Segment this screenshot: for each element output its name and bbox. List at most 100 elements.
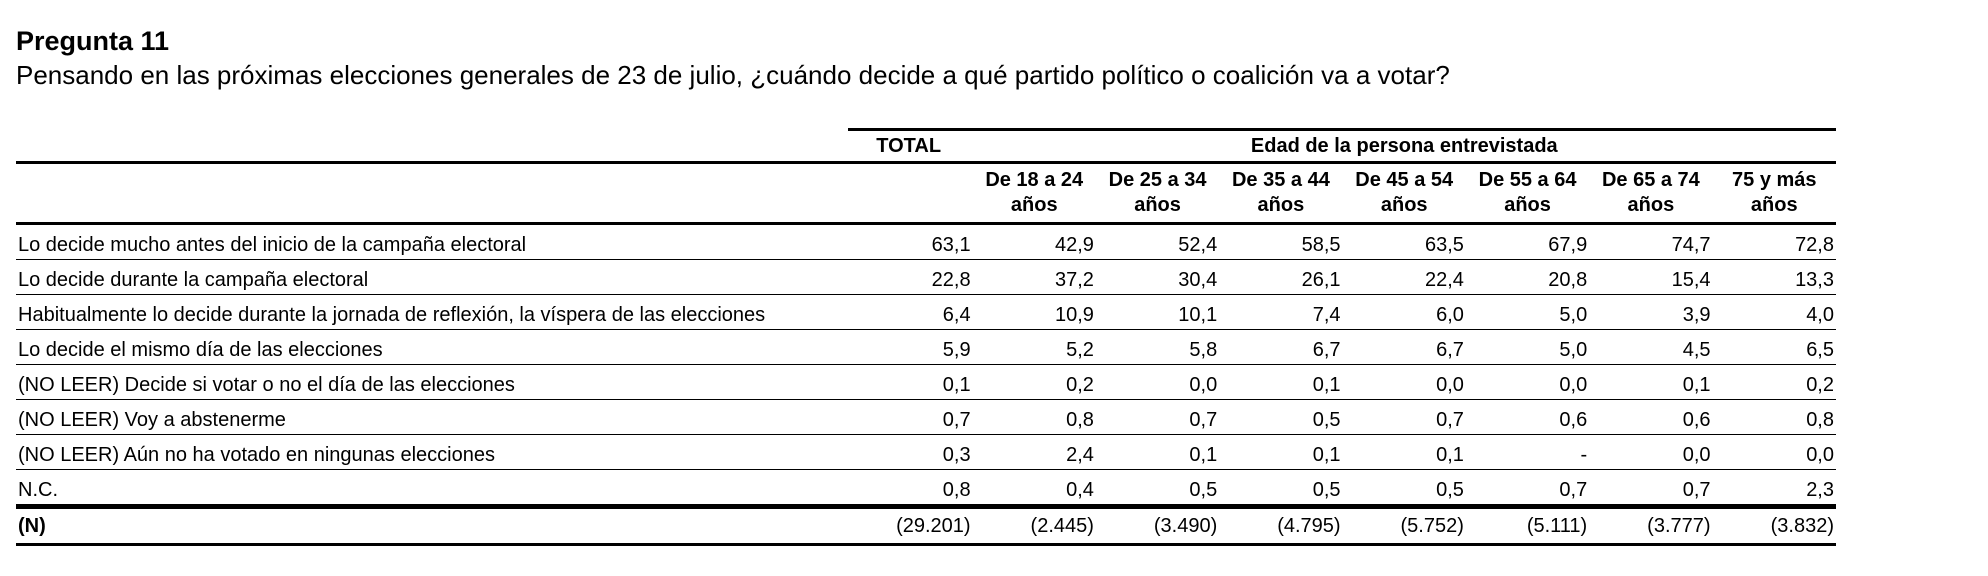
row-label: (NO LEER) Aún no ha votado en ningunas e… xyxy=(16,434,849,470)
table-row: (NO LEER) Decide si votar o no el día de… xyxy=(16,364,1836,400)
age-value-cell: 4,0 xyxy=(1712,294,1836,330)
age-value-cell: 74,7 xyxy=(1589,223,1713,260)
age-value-cell: 0,0 xyxy=(1095,364,1220,400)
question-number: Pregunta 11 xyxy=(16,26,170,56)
age-value-cell: 58,5 xyxy=(1219,223,1343,260)
age-value-cell: 4,5 xyxy=(1589,329,1713,365)
age-value-cell: 0,1 xyxy=(1219,434,1343,470)
age-value-cell: 2,3 xyxy=(1712,469,1836,509)
total-header: TOTAL xyxy=(848,128,973,163)
age-value-cell: 0,6 xyxy=(1465,399,1590,435)
table-row: N.C. 0,8 0,4 0,5 0,5 0,5 0,7 0,7 2,3 xyxy=(16,469,1836,509)
age-value-cell: 0,5 xyxy=(1342,469,1466,509)
survey-page: Pregunta 11 Pensando en las próximas ele… xyxy=(16,24,1836,546)
age-value-cell: 5,2 xyxy=(972,329,1096,365)
age-value-cell: 67,9 xyxy=(1465,223,1590,260)
age-value-cell: 37,2 xyxy=(972,259,1096,295)
row-label: Habitualmente lo decide durante la jorna… xyxy=(16,294,849,330)
total-value-cell: 0,7 xyxy=(848,399,973,435)
age-value-cell: 0,1 xyxy=(1219,364,1343,400)
sample-size-cell: (2.445) xyxy=(972,506,1096,546)
age-value-cell: 0,0 xyxy=(1342,364,1466,400)
age-value-cell: 0,1 xyxy=(1342,434,1466,470)
age-column-label-line1: De 25 a 34 xyxy=(1108,169,1207,191)
table-row: Lo decide durante la campaña electoral 22… xyxy=(16,259,1836,295)
age-column-header: De 25 a 34 años xyxy=(1095,161,1220,225)
age-column-header: 75 y más años xyxy=(1712,161,1836,225)
age-value-cell: 5,0 xyxy=(1465,294,1590,330)
age-value-cell: 20,8 xyxy=(1465,259,1590,295)
table-row: Lo decide mucho antes del inicio de la c… xyxy=(16,223,1836,260)
age-value-cell: 0,0 xyxy=(1589,434,1713,470)
age-value-cell: 0,2 xyxy=(1712,364,1836,400)
age-value-cell: 6,0 xyxy=(1342,294,1466,330)
age-value-cell: 0,1 xyxy=(1095,434,1220,470)
age-value-cell: 42,9 xyxy=(972,223,1096,260)
age-value-cell: 0,0 xyxy=(1712,434,1836,470)
age-value-cell: 0,7 xyxy=(1465,469,1590,509)
age-value-cell: 0,5 xyxy=(1219,469,1343,509)
age-value-cell: 0,5 xyxy=(1095,469,1220,509)
results-table: TOTAL Edad de la persona entrevistada De… xyxy=(16,128,1836,546)
sample-size-label: (N) xyxy=(16,506,849,546)
table-body: Lo decide mucho antes del inicio de la c… xyxy=(16,223,1836,546)
age-value-cell: 63,5 xyxy=(1342,223,1466,260)
age-column-label-line1: De 55 a 64 xyxy=(1478,169,1577,191)
total-value-cell: 6,4 xyxy=(848,294,973,330)
total-value-cell: 63,1 xyxy=(848,223,973,260)
age-value-cell: 6,7 xyxy=(1342,329,1466,365)
age-value-cell: 2,4 xyxy=(972,434,1096,470)
row-label: N.C. xyxy=(16,469,849,509)
sample-size-cell: (3.490) xyxy=(1095,506,1220,546)
row-label: Lo decide el mismo día de las elecciones xyxy=(16,329,849,365)
age-value-cell: 0,0 xyxy=(1465,364,1590,400)
age-column-label-line2: años xyxy=(1010,194,1058,216)
age-column-label-line2: años xyxy=(1627,194,1675,216)
age-value-cell: 0,6 xyxy=(1589,399,1713,435)
sample-size-cell: (3.832) xyxy=(1712,506,1836,546)
age-value-cell: 0,7 xyxy=(1342,399,1466,435)
age-value-cell: 5,0 xyxy=(1465,329,1590,365)
header-row-ages: De 18 a 24 años De 25 a 34 años De 35 a 44 añ… xyxy=(16,161,1836,225)
age-value-cell: 22,4 xyxy=(1342,259,1466,295)
age-value-cell: 10,9 xyxy=(972,294,1096,330)
age-value-cell: 0,4 xyxy=(972,469,1096,509)
age-value-cell: 10,1 xyxy=(1095,294,1220,330)
age-value-cell: 0,5 xyxy=(1219,399,1343,435)
total-subheader xyxy=(848,161,973,225)
age-column-header: De 35 a 44 años xyxy=(1219,161,1343,225)
age-value-cell: 26,1 xyxy=(1219,259,1343,295)
total-value-cell: 0,3 xyxy=(848,434,973,470)
age-column-label-line1: 75 y más xyxy=(1732,169,1817,191)
sample-size-cell: (29.201) xyxy=(848,506,973,546)
age-value-cell: - xyxy=(1465,434,1590,470)
header-spacer xyxy=(16,161,849,225)
age-group-header: Edad de la persona entrevistada xyxy=(972,128,1836,163)
age-value-cell: 30,4 xyxy=(1095,259,1220,295)
table-row: (NO LEER) Voy a abstenerme 0,7 0,8 0,7 0,5 0,… xyxy=(16,399,1836,435)
age-value-cell: 7,4 xyxy=(1219,294,1343,330)
age-value-cell: 0,7 xyxy=(1589,469,1713,509)
age-column-label-line2: años xyxy=(1134,194,1181,216)
age-column-label-line1: De 35 a 44 xyxy=(1231,169,1330,191)
age-value-cell: 5,8 xyxy=(1095,329,1220,365)
total-value-cell: 22,8 xyxy=(848,259,973,295)
total-value-cell: 0,8 xyxy=(848,469,973,509)
age-column-label-line2: años xyxy=(1257,194,1305,216)
row-label: (NO LEER) Voy a abstenerme xyxy=(16,399,849,435)
age-column-label-line1: De 45 a 54 xyxy=(1355,169,1454,191)
age-value-cell: 0,8 xyxy=(1712,399,1836,435)
sample-size-cell: (3.777) xyxy=(1589,506,1713,546)
age-value-cell: 0,7 xyxy=(1095,399,1220,435)
age-value-cell: 0,1 xyxy=(1589,364,1713,400)
total-value-cell: 5,9 xyxy=(848,329,973,365)
sample-size-cell: (4.795) xyxy=(1219,506,1343,546)
age-column-header: De 65 a 74 años xyxy=(1589,161,1713,225)
table-row: Habitualmente lo decide durante la jorna… xyxy=(16,294,1836,330)
sample-size-cell: (5.111) xyxy=(1465,506,1590,546)
age-column-header: De 45 a 54 años xyxy=(1342,161,1466,225)
age-value-cell: 52,4 xyxy=(1095,223,1220,260)
age-value-cell: 0,8 xyxy=(972,399,1096,435)
age-value-cell: 0,2 xyxy=(972,364,1096,400)
age-value-cell: 6,5 xyxy=(1712,329,1836,365)
